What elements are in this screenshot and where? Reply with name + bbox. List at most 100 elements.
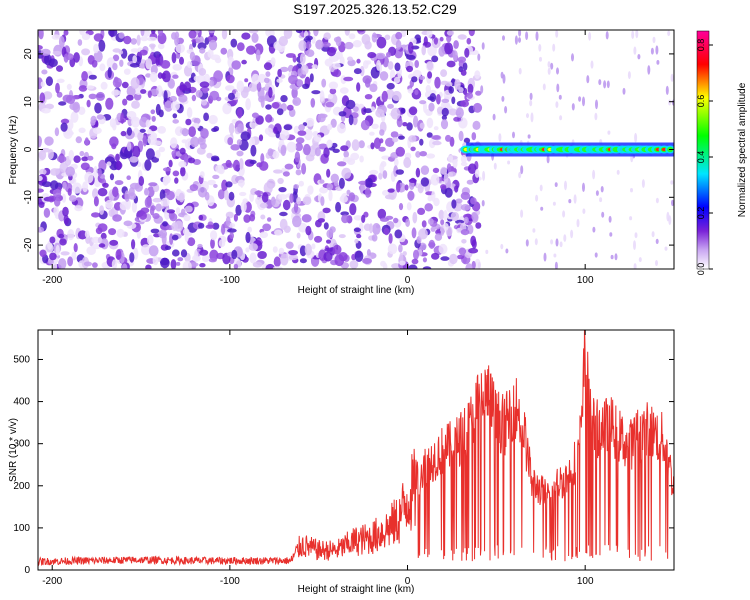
heatmap-cell [258, 134, 264, 142]
heatmap-cell [197, 243, 203, 248]
heatmap-cell [286, 141, 297, 153]
heatmap-cell [187, 157, 196, 164]
heatmap-cell [167, 78, 175, 89]
heatmap-cell [99, 63, 106, 72]
heatmap-cell [217, 189, 225, 200]
heatmap-cell [172, 64, 182, 71]
heatmap-cell [112, 77, 122, 88]
heatmap-cell [244, 78, 249, 83]
heatmap-cell [91, 212, 100, 218]
heatmap-cell [485, 249, 489, 254]
heatmap-cell [438, 243, 448, 255]
heatmap-cell [431, 252, 440, 260]
heatmap-cell [482, 170, 486, 181]
heatmap-cell [296, 79, 304, 87]
heatmap-cell [457, 34, 467, 40]
heatmap-cell [502, 35, 505, 41]
colorbar-tick-label: 0.6 [696, 95, 706, 108]
heatmap-cell [213, 126, 220, 132]
y-tick-label: 200 [13, 481, 30, 492]
heatmap-cell [633, 46, 637, 55]
heatmap-cell [185, 118, 192, 126]
heatmap-cell [338, 234, 346, 239]
heatmap-cell [245, 231, 251, 244]
heatmap-cell [224, 189, 229, 201]
heatmap-cell [151, 115, 156, 122]
heatmap-cell [123, 35, 132, 45]
heatmap-cell [390, 131, 399, 138]
heatmap-cell [433, 197, 440, 207]
heatmap-cell [158, 146, 166, 153]
heatmap-cell [349, 260, 359, 269]
heatmap-cell [93, 43, 99, 54]
heatmap-cell [532, 228, 536, 233]
heatmap-cell [97, 236, 103, 244]
heatmap-cell [253, 43, 264, 56]
heatmap-cell [112, 186, 119, 198]
heatmap-cell [170, 137, 178, 149]
heatmap-cell [245, 98, 251, 111]
heatmap-cell [402, 122, 408, 127]
heatmap-cell [543, 252, 547, 262]
x-tick-label: 100 [577, 576, 594, 587]
heatmap-cell [148, 182, 158, 187]
heatmap-cell [440, 69, 448, 77]
heatmap-cell [337, 161, 347, 167]
heatmap-cell [448, 154, 453, 163]
heatmap-cell [199, 81, 210, 88]
heatmap-cell [59, 238, 67, 246]
heatmap-cell [208, 30, 216, 34]
heatmap-cell [39, 168, 47, 175]
heatmap-cell [453, 116, 462, 122]
heatmap-cell [54, 127, 60, 137]
heatmap-cell [199, 47, 206, 54]
heatmap-cell [145, 119, 151, 128]
heatmap-cell [378, 146, 386, 152]
heatmap-cell [162, 167, 172, 172]
heatmap-cell [209, 249, 219, 261]
heatmap-cell [340, 211, 350, 216]
heatmap-cell [428, 138, 436, 149]
heatmap-cell [206, 152, 213, 159]
heatmap-cell [73, 52, 80, 63]
heatmap-cell [398, 135, 405, 140]
heatmap-cell [526, 113, 529, 119]
heatmap-cell [434, 76, 441, 89]
heatmap-cell [592, 169, 596, 180]
heatmap-cell [314, 147, 321, 157]
heatmap-cell [157, 43, 165, 50]
heatmap-cell [284, 163, 294, 170]
heatmap-cell [248, 30, 259, 34]
heatmap-cell [471, 212, 479, 221]
heatmap-cell [412, 211, 418, 224]
heatmap-cell [345, 99, 356, 110]
x-tick-label: -100 [220, 275, 240, 286]
heatmap-cell [562, 210, 566, 218]
heatmap-cell [63, 53, 69, 63]
heatmap-cell [86, 246, 96, 256]
heatmap-cell [288, 250, 298, 256]
heatmap-cell [60, 122, 68, 132]
heatmap-cell [655, 238, 659, 244]
heatmap-cell [305, 41, 312, 49]
heatmap-cell [209, 80, 215, 87]
heatmap-cell [446, 60, 456, 68]
heatmap-cell [525, 31, 529, 40]
heatmap-cell [445, 134, 452, 142]
heatmap-cell [248, 243, 258, 251]
heatmap-cell [50, 180, 59, 190]
heatmap-cell [161, 197, 170, 207]
heatmap-cell [467, 163, 477, 174]
heatmap-cell [441, 107, 449, 117]
heatmap-cell [114, 180, 124, 186]
heatmap-cell [420, 165, 430, 175]
heatmap-cell [363, 60, 369, 69]
heatmap-cell [176, 261, 181, 266]
heatmap-cell [448, 171, 457, 177]
heatmap-cell [270, 57, 276, 66]
heatmap-cell [123, 68, 131, 75]
heatmap-cell [225, 216, 231, 227]
heatmap-cell [415, 151, 421, 158]
heatmap-cell [552, 201, 556, 206]
heatmap-cell [427, 195, 433, 202]
